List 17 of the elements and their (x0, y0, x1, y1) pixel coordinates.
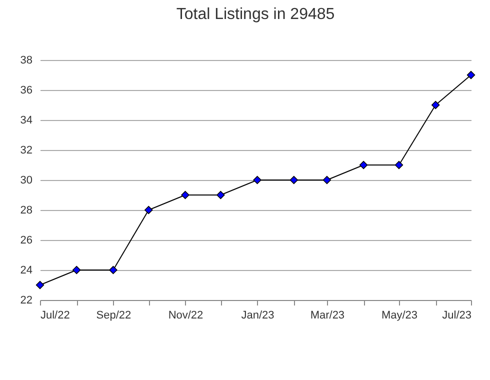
x-tick-label: Nov/22 (168, 310, 204, 322)
y-tick-label: 34 (20, 114, 32, 126)
x-tick-label: Jul/23 (442, 310, 472, 322)
y-tick-label: 26 (20, 234, 32, 246)
y-tick-label: 32 (20, 144, 32, 156)
x-tick-label: May/23 (381, 310, 418, 322)
x-tick-label: Jul/22 (40, 310, 70, 322)
y-tick-label: 36 (20, 84, 32, 96)
y-tick-label: 28 (20, 204, 32, 216)
y-tick-label: 38 (20, 54, 32, 66)
y-tick-label: 22 (20, 294, 32, 306)
x-tick-label: Mar/23 (310, 310, 345, 322)
y-tick-label: 30 (20, 174, 32, 186)
chart-title: Total Listings in 29485 (176, 6, 335, 23)
x-tick-label: Sep/22 (96, 310, 132, 322)
x-tick-label: Jan/23 (241, 310, 274, 322)
y-tick-label: 24 (20, 264, 32, 276)
